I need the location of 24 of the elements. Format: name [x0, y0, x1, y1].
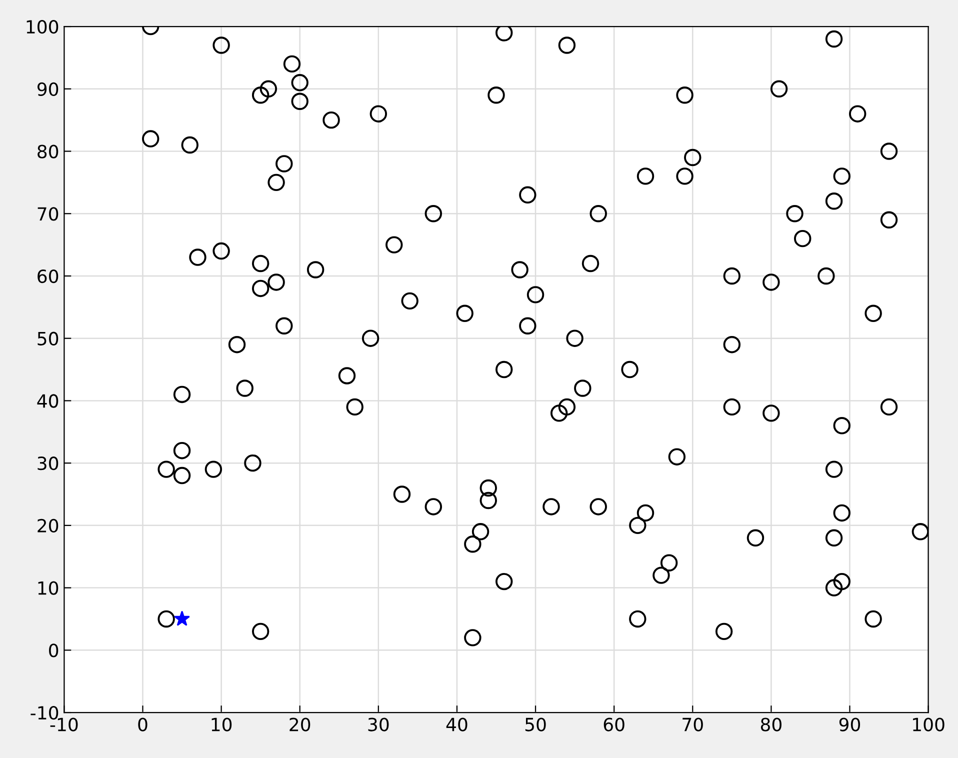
- x-tick-label: 40: [446, 718, 468, 732]
- x-tick-label: 80: [760, 718, 782, 732]
- y-tick-label: 40: [37, 394, 58, 408]
- x-tick-label: 10: [212, 718, 232, 732]
- x-tick-label: 30: [368, 718, 389, 732]
- x-tick-label: 20: [290, 718, 310, 732]
- y-tick-label: 80: [38, 144, 58, 158]
- x-tick-label: 50: [525, 718, 546, 732]
- x-tick-label: 100: [913, 718, 944, 732]
- x-tick-label: -10: [50, 718, 78, 732]
- y-tick-label: 10: [38, 581, 58, 595]
- y-tick-label: 90: [37, 82, 58, 96]
- y-tick-label: 50: [38, 332, 58, 346]
- x-tick-label: 0: [138, 718, 148, 732]
- x-tick-label: 90: [839, 718, 860, 732]
- y-tick-label: 20: [38, 518, 58, 533]
- y-tick-label: -10: [30, 706, 58, 720]
- y-tick-label: 30: [38, 456, 58, 470]
- x-tick-label: 70: [682, 718, 703, 732]
- x-tick-label: 60: [604, 718, 624, 732]
- y-tick-label: 100: [26, 20, 58, 34]
- y-tick-label: 60: [38, 269, 58, 284]
- y-tick-label: 70: [38, 207, 58, 221]
- y-tick-label: 0: [49, 644, 58, 658]
